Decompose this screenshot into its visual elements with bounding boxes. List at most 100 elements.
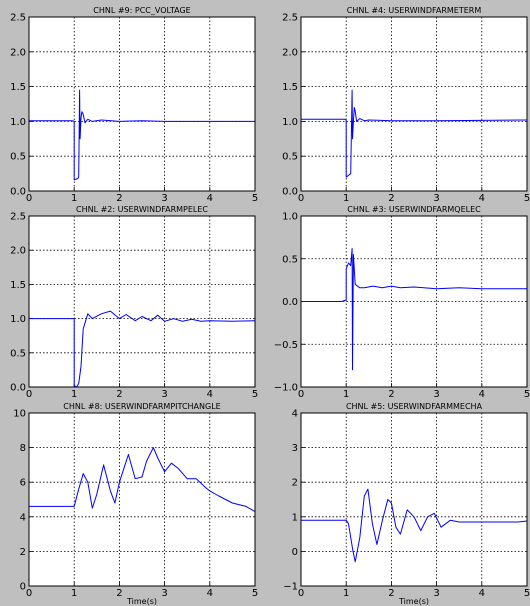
plot-frame	[28, 215, 256, 388]
chart-panel: 0 1 2 3 4 5 0 2 4 6 8 10 CHNL #8: USERWINDFARMPITCHA…	[13, 402, 258, 606]
series-line	[301, 89, 528, 178]
y-tick-label: 2.5	[10, 13, 26, 24]
y-tick-label: −1	[283, 582, 298, 593]
plot-frame	[300, 16, 528, 192]
plot-frame	[28, 412, 256, 587]
y-tick-label: 8	[20, 443, 26, 454]
plot-frame	[300, 215, 528, 388]
plot-area	[301, 17, 527, 191]
plot-area	[29, 216, 255, 387]
chart-panel: 0 1 2 3 4 5 0.0 0.5 1.0 1.5 2.0 2.5 CHNL #2: USERWIN…	[10, 205, 258, 400]
x-tick-label: 1	[343, 588, 349, 599]
x-tick-label: 3	[161, 193, 167, 204]
y-tick-label: 2	[292, 478, 298, 489]
x-tick-label: 3	[161, 588, 167, 599]
x-tick-label: 4	[207, 588, 213, 599]
x-tick-label: 5	[252, 193, 258, 204]
series-line	[29, 310, 256, 388]
x-tick-label: 1	[343, 389, 349, 400]
y-tick-label: 2.0	[10, 246, 26, 257]
x-tick-label: 4	[479, 389, 485, 400]
y-tick-label: 1.0	[282, 117, 298, 128]
y-tick-label: 1.0	[282, 212, 298, 223]
x-tick-label: 5	[252, 389, 258, 400]
x-tick-label: 3	[433, 193, 439, 204]
chart-title: CHNL #3: USERWINDFARMQELEC	[347, 205, 481, 214]
x-axis-label: Time(s)	[126, 597, 157, 606]
y-tick-label: 4	[292, 409, 298, 420]
x-tick-label: 0	[26, 389, 32, 400]
chart-panel: 0 1 2 3 4 5 0.0 0.5 1.0 1.5 2.0 2.5 CHNL #9: PCC_VOL…	[10, 6, 258, 204]
x-tick-label: 1	[71, 193, 77, 204]
y-tick-label: 2.0	[282, 47, 298, 58]
x-tick-label: 2	[116, 193, 122, 204]
y-tick-label: 0	[292, 547, 298, 558]
y-tick-label: 0.0	[282, 297, 298, 308]
y-tick-label: 1.0	[10, 314, 26, 325]
chart-title: CHNL #8: USERWINDFARMPITCHANGLE	[63, 402, 220, 411]
x-tick-label: 1	[71, 588, 77, 599]
y-tick-label: 2.0	[10, 47, 26, 58]
y-tick-label: −1.0	[274, 383, 298, 394]
series-line	[29, 89, 255, 181]
x-tick-label: 1	[343, 193, 349, 204]
y-tick-label: 1.0	[10, 117, 26, 128]
series-line	[29, 447, 256, 513]
x-tick-label: 0	[26, 588, 32, 599]
y-tick-label: 0	[20, 582, 26, 593]
y-tick-label: 4	[20, 512, 26, 523]
x-tick-label: 0	[298, 588, 304, 599]
x-tick-label: 2	[116, 389, 122, 400]
x-tick-label: 2	[388, 193, 394, 204]
y-tick-label: 0.0	[10, 383, 26, 394]
chart-title: CHNL #5: USERWINDFARMMECHA	[346, 402, 483, 411]
chart-title: CHNL #2: USERWINDFARMPELEC	[76, 205, 208, 214]
x-tick-label: 5	[524, 389, 530, 400]
x-tick-label: 0	[298, 389, 304, 400]
y-tick-label: 2.5	[10, 212, 26, 223]
y-tick-label: 3	[292, 443, 298, 454]
y-tick-label: 2	[20, 547, 26, 558]
x-tick-label: 4	[479, 193, 485, 204]
series-line	[301, 488, 528, 563]
y-tick-label: 0.5	[10, 348, 26, 359]
x-tick-label: 3	[433, 389, 439, 400]
y-tick-label: 0.5	[282, 254, 298, 265]
chart-panel: 0 1 2 3 4 5 0.0 0.5 1.0 1.5 2.0 2.5 CHNL #4: USERWIN…	[282, 6, 530, 204]
plot-frame	[28, 16, 256, 192]
chart-title: CHNL #4: USERWINDFARMETERM	[347, 6, 482, 15]
y-tick-label: 1.5	[10, 82, 26, 93]
chart-panel: 0 1 2 3 4 5 −1.0 −0.5 0.0 0.5 1.0 CHNL #3: USERWIND…	[274, 205, 530, 400]
y-tick-label: 0.5	[282, 152, 298, 163]
y-tick-label: 0.0	[10, 187, 26, 198]
y-tick-label: 1.5	[10, 280, 26, 291]
x-tick-label: 5	[524, 588, 530, 599]
plot-area	[29, 413, 255, 586]
y-tick-label: 1	[292, 512, 298, 523]
chart-title: CHNL #9: PCC_VOLTAGE	[93, 6, 190, 15]
x-tick-label: 5	[524, 193, 530, 204]
plot-area	[29, 17, 255, 191]
y-tick-label: −0.5	[274, 340, 298, 351]
x-tick-label: 4	[479, 588, 485, 599]
x-tick-label: 3	[161, 389, 167, 400]
y-tick-label: 0.0	[282, 187, 298, 198]
x-tick-label: 2	[116, 588, 122, 599]
y-tick-label: 0.5	[10, 152, 26, 163]
x-tick-label: 1	[71, 389, 77, 400]
x-tick-label: 2	[388, 588, 394, 599]
series-line	[301, 248, 527, 371]
y-tick-label: 6	[20, 478, 26, 489]
plot-area	[301, 413, 527, 586]
x-tick-label: 0	[298, 193, 304, 204]
x-tick-label: 4	[207, 193, 213, 204]
x-tick-label: 3	[433, 588, 439, 599]
x-axis-label: Time(s)	[398, 597, 429, 606]
y-tick-label: 10	[13, 409, 26, 420]
x-tick-label: 5	[252, 588, 258, 599]
y-tick-label: 1.5	[282, 82, 298, 93]
x-tick-label: 4	[207, 389, 213, 400]
x-tick-label: 0	[26, 193, 32, 204]
